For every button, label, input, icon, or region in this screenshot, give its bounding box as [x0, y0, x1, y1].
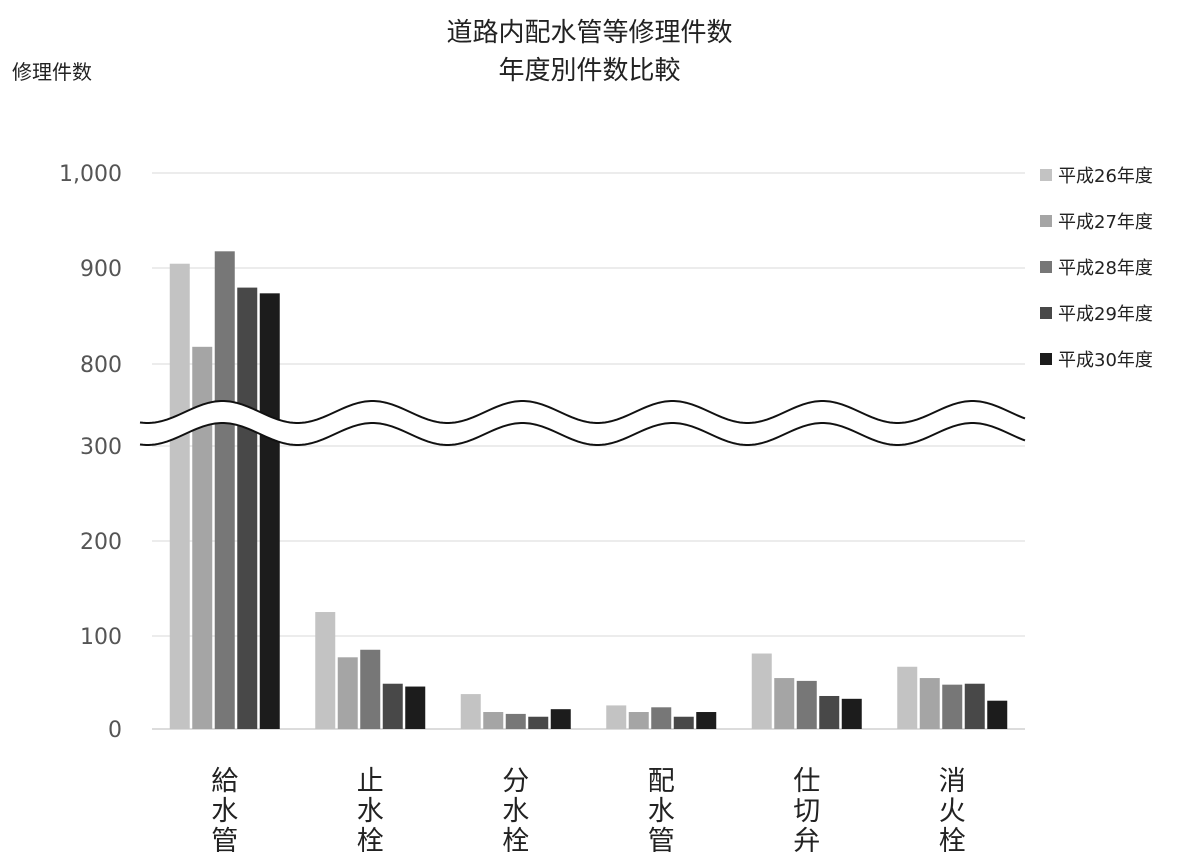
bar [214, 251, 235, 729]
bar [550, 709, 571, 729]
legend-swatch [1040, 353, 1052, 365]
axis-break-line-upper [139, 400, 1026, 424]
legend-label: 平成27年度 [1058, 212, 1153, 233]
y-tick-label: 300 [80, 435, 122, 460]
bar [696, 712, 717, 729]
x-category-label: 分水栓 [502, 766, 529, 852]
legend-swatch [1040, 307, 1052, 319]
chart-title-line-2: 年度別件数比較 [498, 56, 681, 86]
y-tick-label: 200 [80, 530, 122, 555]
bar [751, 653, 772, 729]
chart-title: 道路内配水管等修理件数 年度別件数比較 [0, 14, 1179, 90]
bar [897, 666, 918, 729]
bar [405, 686, 426, 729]
legend-item: 平成28年度 [1040, 244, 1153, 290]
legend-item: 平成27年度 [1040, 198, 1153, 244]
x-category-label: 消火栓 [939, 766, 966, 852]
bar [505, 713, 526, 729]
y-axis-label: 修理件数 [12, 60, 92, 84]
bar [360, 649, 381, 729]
bar [964, 683, 985, 729]
bar [942, 684, 963, 729]
bar [606, 705, 627, 729]
bar [315, 612, 336, 729]
bar [987, 700, 1008, 729]
bar [169, 263, 190, 729]
legend-item: 平成30年度 [1040, 336, 1153, 382]
bar [460, 694, 481, 729]
legend-swatch [1040, 215, 1052, 227]
y-tick-label: 1,000 [59, 162, 122, 187]
bar [819, 695, 840, 729]
bar [259, 293, 280, 729]
bar [796, 680, 817, 729]
axis-break-band [140, 401, 1025, 445]
bar [673, 716, 694, 729]
legend-label: 平成30年度 [1058, 350, 1153, 371]
bar [382, 683, 403, 729]
x-category-label: 止水栓 [357, 766, 384, 852]
bar [628, 712, 649, 729]
y-tick-label: 100 [80, 625, 122, 650]
bar [774, 678, 795, 729]
bar [337, 657, 358, 729]
chart-title-line-1: 道路内配水管等修理件数 [446, 18, 733, 48]
legend-label: 平成28年度 [1058, 258, 1153, 279]
y-tick-label: 800 [80, 353, 122, 378]
y-tick-label: 900 [80, 257, 122, 282]
legend-item: 平成29年度 [1040, 290, 1153, 336]
legend-item: 平成26年度 [1040, 152, 1153, 198]
x-category-label: 配水管 [648, 766, 675, 852]
bar [841, 698, 862, 729]
y-tick-label: 0 [108, 718, 122, 743]
legend-label: 平成26年度 [1058, 166, 1153, 187]
x-category-label: 仕切弁 [793, 766, 820, 852]
bar [237, 287, 258, 729]
bar [528, 716, 549, 729]
bar [919, 678, 940, 729]
axis-break-line-lower [139, 422, 1026, 446]
bar [192, 346, 213, 729]
x-category-label: 給水管 [211, 766, 238, 852]
legend: 平成26年度 平成27年度 平成28年度 平成29年度 平成30年度 [1040, 152, 1153, 382]
legend-swatch [1040, 169, 1052, 181]
bar [651, 707, 672, 729]
bar [483, 712, 504, 729]
legend-label: 平成29年度 [1058, 304, 1153, 325]
legend-swatch [1040, 261, 1052, 273]
